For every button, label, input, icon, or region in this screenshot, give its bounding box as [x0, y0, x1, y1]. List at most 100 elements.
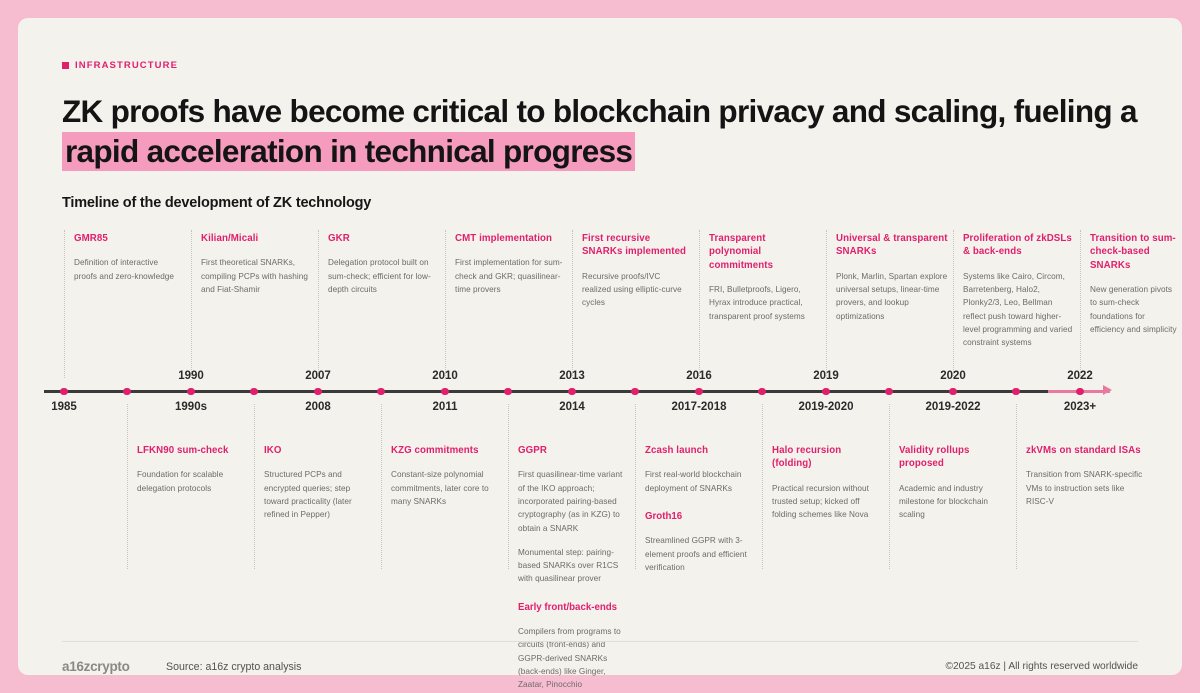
event-body: Systems like Cairo, Circom, Barretenberg…: [963, 271, 1073, 348]
event-title: GKR: [328, 233, 350, 244]
event-subsection-title: Groth16: [645, 510, 683, 522]
timeline-event-below[interactable]: Zcash launch First real-world blockchain…: [645, 444, 753, 574]
timeline-dot[interactable]: [568, 387, 576, 395]
guide-line: [572, 230, 573, 378]
guide-line: [254, 404, 255, 569]
event-body: Constant-size polynomial commitments, la…: [391, 470, 489, 506]
timeline-event-above[interactable]: Transparent polynomial commitments FRI, …: [709, 232, 819, 323]
timeline-chart: 1990 2007 2010 2013 2016 2019 2020 2022 …: [18, 18, 1182, 689]
axis-tick-label: 2019: [813, 370, 839, 382]
axis-tick-label: 1990s: [175, 401, 207, 413]
axis-tick-label: 2016: [686, 370, 712, 382]
axis-tick-label: 2014: [559, 401, 585, 413]
event-title: Halo recursion (folding): [772, 445, 842, 470]
timeline-dot[interactable]: [758, 387, 766, 395]
timeline-dot[interactable]: [885, 387, 893, 395]
event-body: First real-world blockchain deployment o…: [645, 470, 742, 493]
footer-divider: [62, 641, 1138, 642]
timeline-event-below[interactable]: Halo recursion (folding) Practical recur…: [772, 444, 880, 522]
square-bullet-icon: [62, 62, 69, 69]
event-body: Recursive proofs/IVC realized using elli…: [582, 271, 682, 308]
timeline-event-above[interactable]: CMT implementation First implementation …: [455, 232, 563, 296]
axis-tick-label: 2019-2020: [798, 401, 854, 413]
event-title: Proliferation of zkDSLs & back-ends: [963, 233, 1072, 258]
timeline-event-below[interactable]: zkVMs on standard ISAs Transition from S…: [1026, 444, 1144, 508]
event-body: First theoretical SNARKs, compiling PCPs…: [201, 258, 308, 294]
timeline-event-above[interactable]: First recursive SNARKs implemented Recur…: [582, 232, 690, 310]
eyebrow-label: INFRASTRUCTURE: [62, 60, 178, 71]
timeline-event-above[interactable]: Kilian/Micali First theoretical SNARKs, …: [201, 232, 309, 296]
guide-line: [635, 404, 636, 569]
event-title: Transparent polynomial commitments: [709, 233, 774, 271]
timeline-event-below[interactable]: LFKN90 sum-check Foundation for scalable…: [137, 444, 245, 495]
timeline-dot[interactable]: [695, 387, 703, 395]
guide-line: [318, 230, 319, 378]
event-subsection-body: Compilers from programs to circuits (fro…: [518, 627, 621, 690]
event-title: GGPR: [518, 445, 547, 456]
timeline-axis: [44, 390, 1110, 393]
guide-line: [953, 230, 954, 378]
guide-line: [762, 404, 763, 569]
timeline-dot[interactable]: [123, 387, 131, 395]
event-body: Structured PCPs and encrypted queries; s…: [264, 470, 352, 520]
timeline-event-below[interactable]: KZG commitments Constant-size polynomial…: [391, 444, 499, 508]
timeline-event-above[interactable]: Proliferation of zkDSLs & back-ends Syst…: [963, 232, 1075, 349]
timeline-event-below[interactable]: Validity rollups proposed Academic and i…: [899, 444, 1009, 522]
timeline-dot[interactable]: [250, 387, 258, 395]
timeline-dot[interactable]: [1012, 387, 1020, 395]
guide-line: [826, 230, 827, 378]
event-body: Transition from SNARK-specific VMs to in…: [1026, 470, 1143, 506]
axis-tick-label: 1990: [178, 370, 204, 382]
timeline-dot[interactable]: [187, 387, 195, 395]
timeline-dot[interactable]: [822, 387, 830, 395]
page-title: ZK proofs have become critical to blockc…: [62, 92, 1142, 171]
event-title: GMR85: [74, 233, 108, 244]
timeline-dot[interactable]: [949, 387, 957, 395]
event-title: Validity rollups proposed: [899, 445, 970, 470]
source-note: Source: a16z crypto analysis: [166, 661, 302, 673]
event-title: zkVMs on standard ISAs: [1026, 445, 1141, 456]
event-title: KZG commitments: [391, 445, 479, 456]
infographic-card: INFRASTRUCTURE ZK proofs have become cri…: [18, 18, 1182, 689]
guide-line: [64, 230, 65, 378]
event-title: Kilian/Micali: [201, 233, 259, 244]
timeline-event-above[interactable]: Transition to sum-check-based SNARKs New…: [1090, 232, 1180, 336]
timeline-dot[interactable]: [314, 387, 322, 395]
guide-line: [508, 404, 509, 569]
timeline-event-below[interactable]: GGPR First quasilinear-time variant of t…: [518, 444, 624, 691]
event-body: Delegation protocol built on sum-check; …: [328, 258, 431, 294]
event-body: First implementation for sum-check and G…: [455, 258, 563, 294]
timeline-dot[interactable]: [441, 387, 449, 395]
event-subsection-title: Early front/back-ends: [518, 601, 618, 613]
axis-tick-label: 1985: [51, 401, 77, 413]
guide-line: [381, 404, 382, 569]
event-title: LFKN90 sum-check: [137, 445, 229, 456]
chart-subtitle: Timeline of the development of ZK techno…: [62, 195, 372, 211]
guide-line: [889, 404, 890, 569]
guide-line: [699, 230, 700, 378]
timeline-dot[interactable]: [60, 387, 68, 395]
timeline-event-below[interactable]: IKO Structured PCPs and encrypted querie…: [264, 444, 372, 522]
headline-lead: ZK proofs have become critical to blockc…: [62, 93, 1138, 129]
axis-tick-label: 2010: [432, 370, 458, 382]
axis-tick-label: 2017-2018: [671, 401, 727, 413]
axis-tick-label: 2022: [1067, 370, 1093, 382]
guide-line: [191, 230, 192, 378]
event-title: First recursive SNARKs implemented: [582, 233, 687, 258]
timeline-event-above[interactable]: Universal & transparent SNARKs Plonk, Ma…: [836, 232, 948, 323]
timeline-event-above[interactable]: GMR85 Definition of interactive proofs a…: [74, 232, 182, 283]
timeline-dot[interactable]: [1076, 387, 1084, 395]
event-body: Definition of interactive proofs and zer…: [74, 258, 175, 281]
brand-logo: a16zcrypto: [62, 659, 130, 674]
axis-tick-label: 2023+: [1063, 401, 1097, 413]
timeline-dot[interactable]: [377, 387, 385, 395]
axis-tick-label: 2013: [559, 370, 585, 382]
event-body: Practical recursion without trusted setu…: [772, 483, 869, 520]
timeline-dot[interactable]: [631, 387, 639, 395]
guide-line: [127, 404, 128, 569]
timeline-event-above[interactable]: GKR Delegation protocol built on sum-che…: [328, 232, 436, 296]
event-title: IKO: [264, 445, 282, 456]
event-title: CMT implementation: [455, 233, 553, 244]
timeline-dot[interactable]: [504, 387, 512, 395]
axis-tick-label: 2020: [940, 370, 966, 382]
